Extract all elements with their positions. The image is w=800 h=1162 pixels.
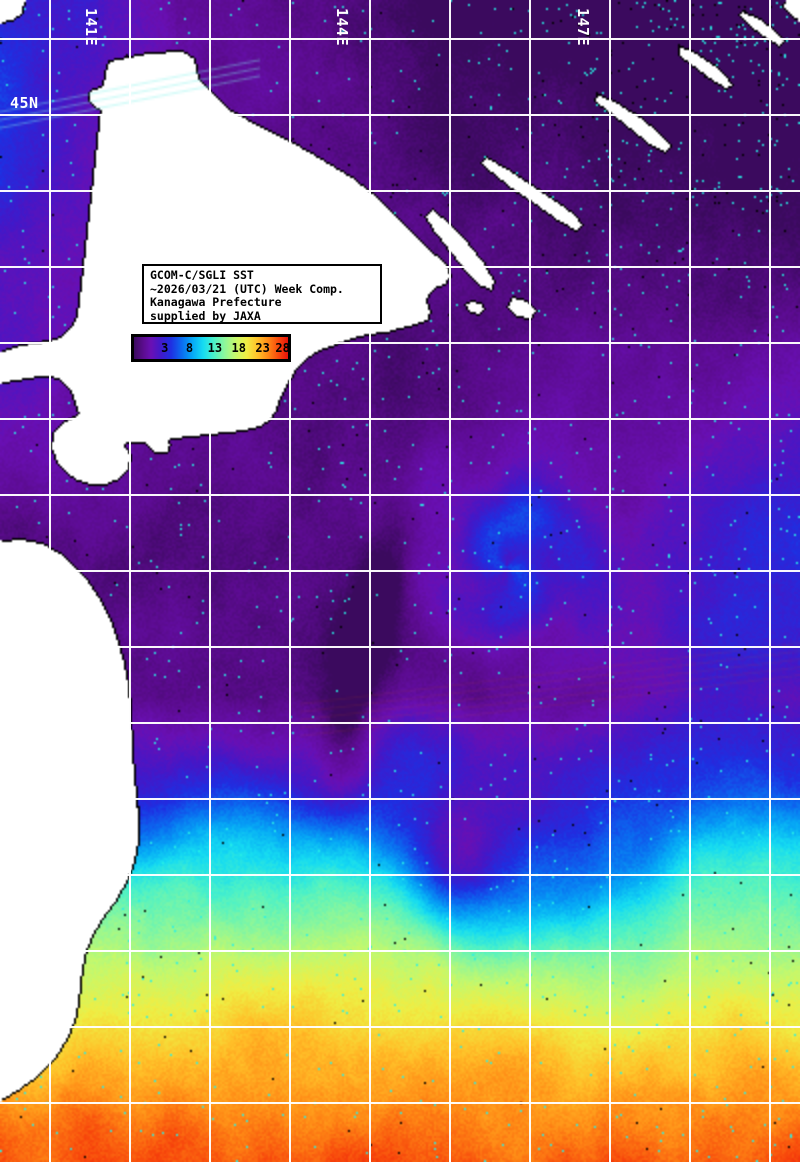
product-annotation-box: GCOM-C/SGLI SST ~2026/03/21 (UTC) Week C… — [142, 264, 382, 324]
colorbar-tick-8: 8 — [185, 341, 194, 355]
colorbar-tick-23: 23 — [255, 341, 270, 355]
lon-label-141E: 141E — [82, 8, 100, 46]
lon-label-144E: 144E — [333, 8, 351, 46]
sst-colorbar: 3 8 13 18 23 28 — [131, 334, 291, 362]
lat-label-45N: 45N — [10, 94, 39, 112]
annotation-region: Kanagawa Prefecture — [150, 295, 282, 310]
annotation-credit: supplied by JAXA — [150, 308, 261, 323]
colorbar-tick-13: 13 — [207, 341, 223, 355]
annotation-title: GCOM-C/SGLI SST — [150, 268, 254, 282]
colorbar-tick-3: 3 — [161, 341, 169, 355]
annotation-date: ~2026/03/21 (UTC) Week Comp. — [150, 281, 344, 296]
colorbar-tick-28: 28 — [275, 341, 290, 355]
graticule-labels: 141E 144E 147E 45N — [10, 8, 592, 112]
colorbar-gradient: 3 8 13 18 23 28 — [134, 337, 290, 359]
lon-label-147E: 147E — [574, 8, 592, 46]
colorbar-tick-18: 18 — [231, 341, 246, 355]
